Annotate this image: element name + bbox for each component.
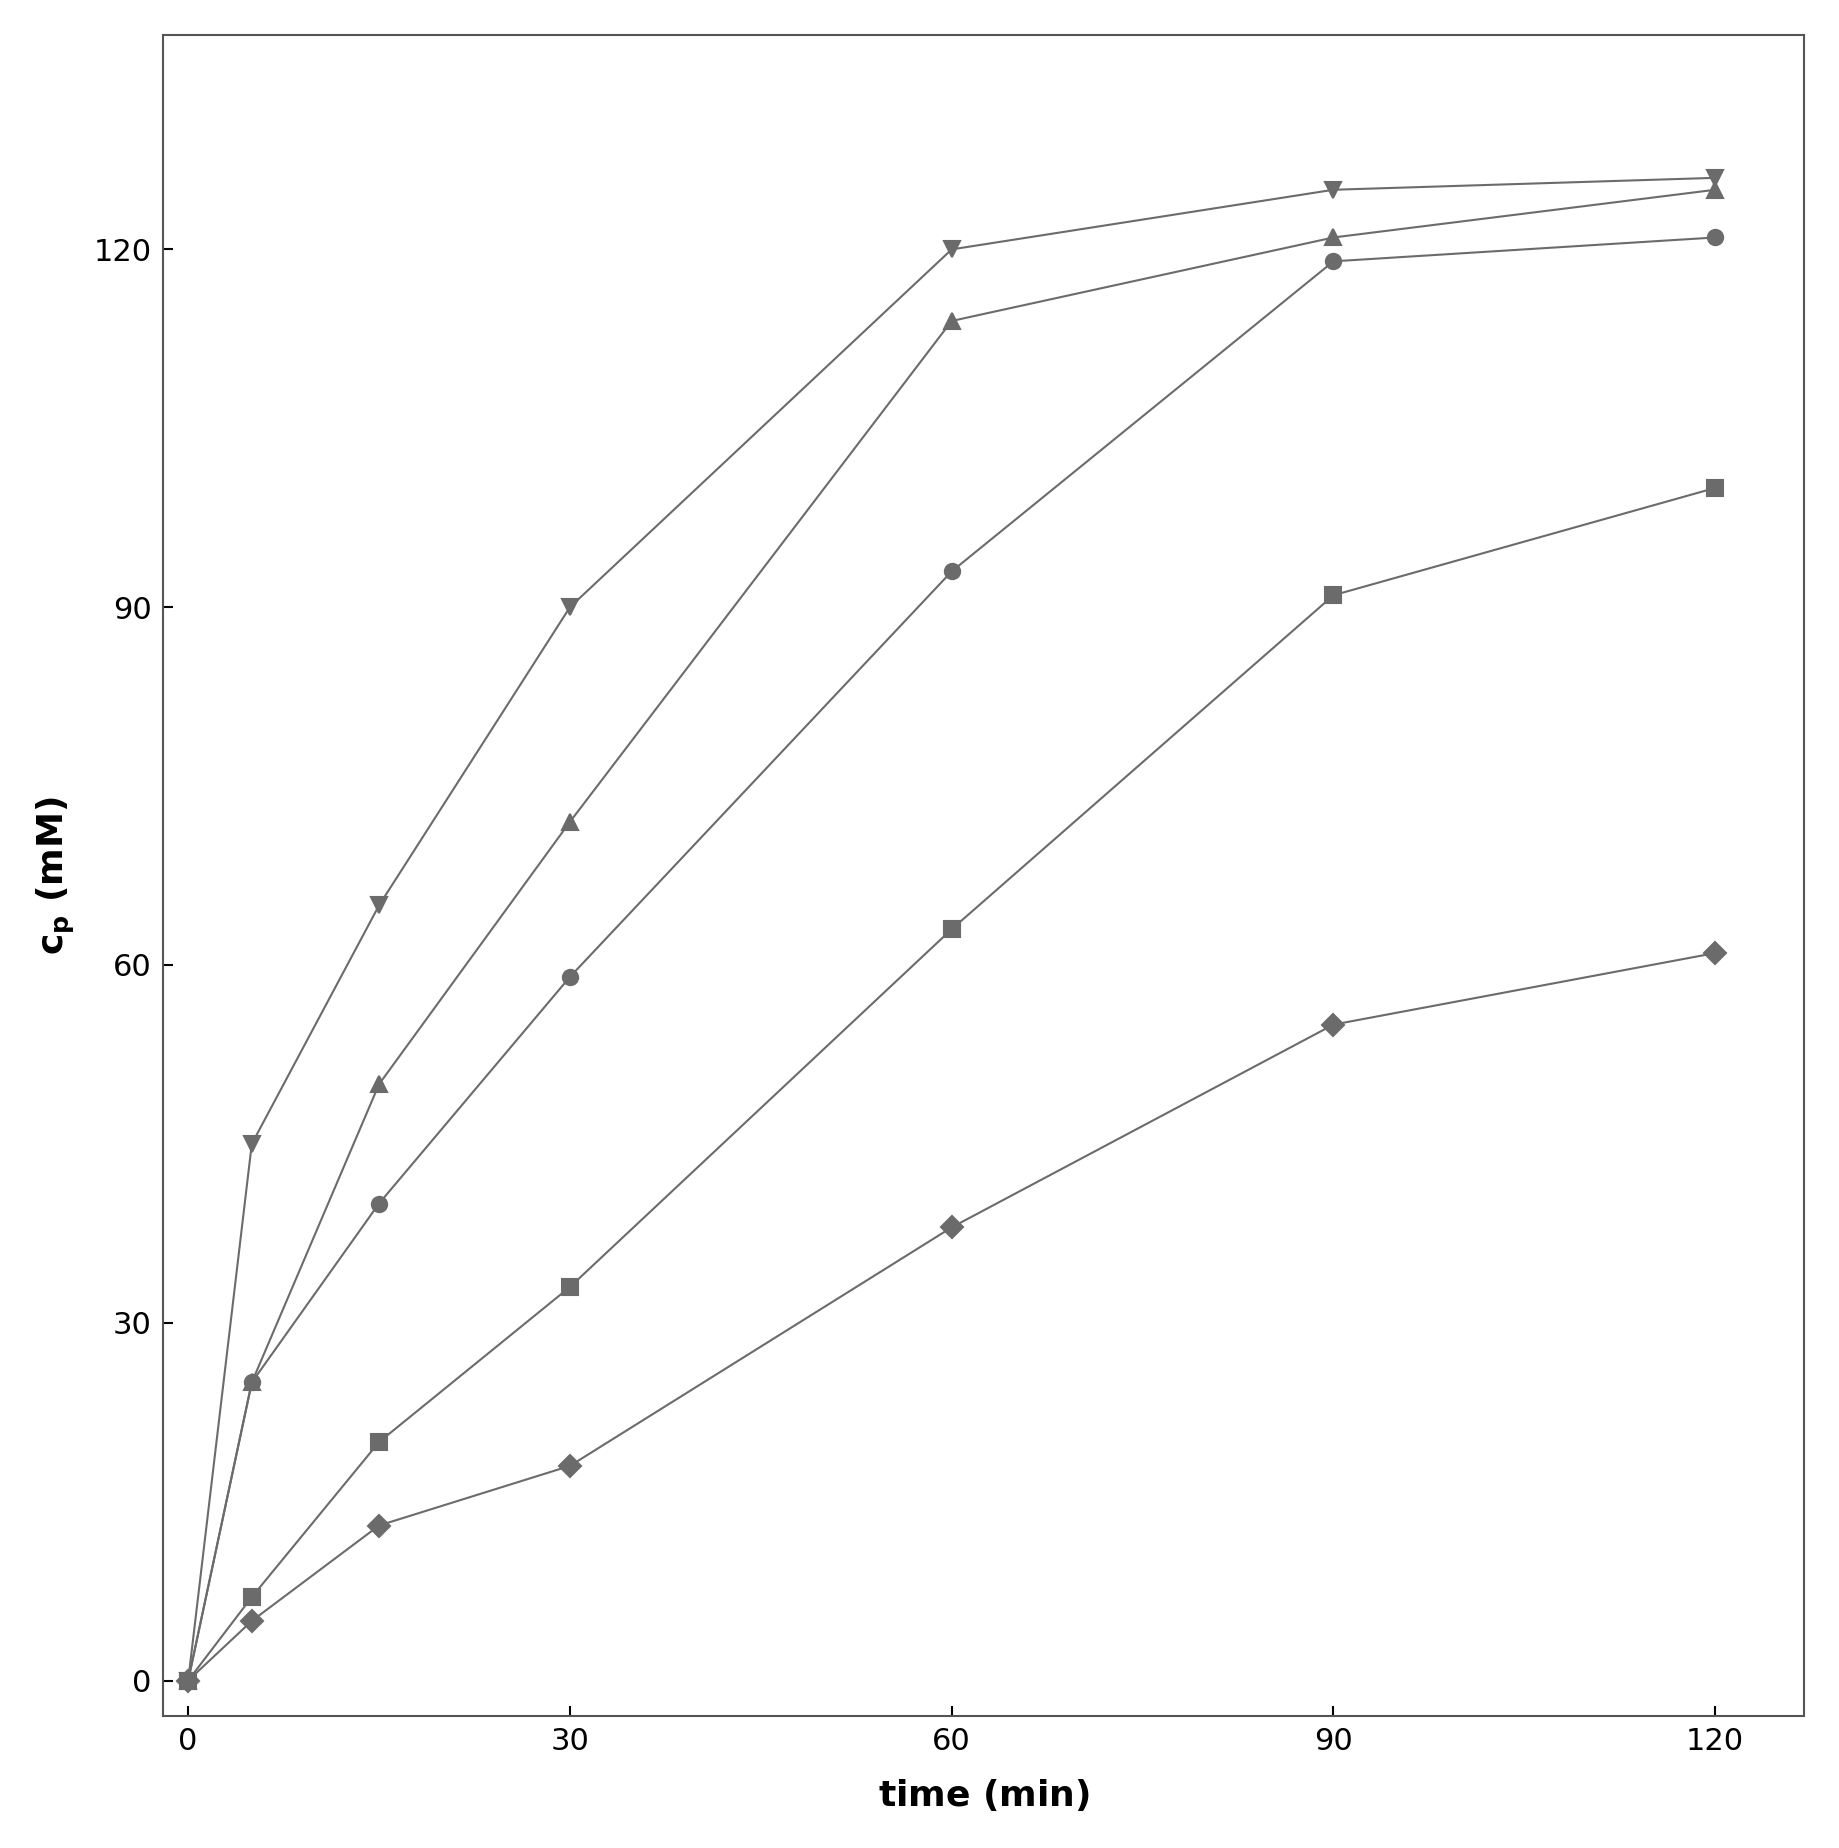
Y-axis label: $\mathbf{c_p}$ (mM): $\mathbf{c_p}$ (mM) (35, 796, 77, 955)
X-axis label: $\mathbf{time}$ (min): $\mathbf{time}$ (min) (877, 1778, 1089, 1813)
